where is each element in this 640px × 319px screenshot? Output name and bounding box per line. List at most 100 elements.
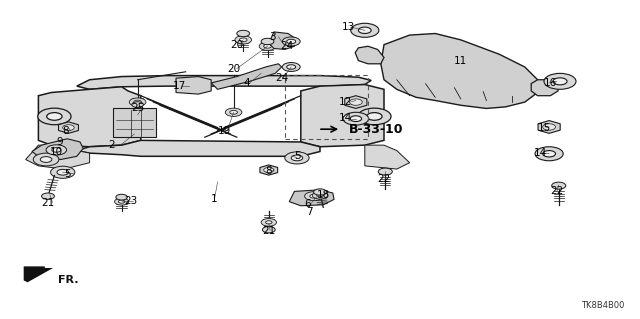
Text: 25: 25	[131, 103, 144, 114]
Circle shape	[230, 110, 237, 114]
Circle shape	[543, 124, 556, 130]
Polygon shape	[176, 77, 211, 94]
Polygon shape	[58, 122, 79, 133]
Polygon shape	[32, 139, 83, 160]
Circle shape	[47, 113, 62, 120]
Polygon shape	[289, 190, 334, 206]
Text: 7: 7	[306, 207, 312, 217]
Circle shape	[237, 30, 250, 37]
Circle shape	[282, 63, 300, 71]
Circle shape	[358, 108, 391, 125]
Text: 14: 14	[339, 113, 352, 123]
Circle shape	[261, 38, 274, 45]
Text: 1: 1	[211, 194, 218, 204]
Circle shape	[132, 102, 143, 108]
Circle shape	[287, 65, 296, 69]
Circle shape	[259, 42, 276, 50]
Polygon shape	[26, 145, 90, 169]
Circle shape	[349, 99, 362, 105]
Text: 24: 24	[280, 41, 293, 51]
Text: 14: 14	[534, 148, 547, 158]
Circle shape	[38, 108, 71, 125]
Polygon shape	[269, 32, 298, 49]
Text: FR.: FR.	[58, 275, 78, 285]
Circle shape	[129, 98, 146, 106]
Text: 5: 5	[64, 169, 70, 179]
Circle shape	[287, 39, 296, 44]
Circle shape	[367, 113, 382, 120]
Text: 24: 24	[275, 73, 288, 83]
Circle shape	[235, 36, 252, 44]
Text: 15: 15	[538, 122, 550, 133]
Polygon shape	[355, 46, 384, 64]
Polygon shape	[538, 121, 560, 133]
Circle shape	[553, 78, 567, 85]
Text: 8: 8	[266, 166, 272, 176]
Circle shape	[115, 198, 129, 205]
Circle shape	[544, 73, 576, 89]
Text: 22: 22	[378, 174, 390, 184]
Circle shape	[350, 116, 362, 122]
Polygon shape	[260, 165, 278, 175]
Circle shape	[310, 194, 317, 198]
Circle shape	[264, 44, 271, 48]
Circle shape	[134, 100, 141, 104]
Circle shape	[264, 167, 274, 173]
Polygon shape	[77, 76, 371, 89]
Text: 23: 23	[125, 196, 138, 206]
Polygon shape	[365, 145, 410, 169]
Circle shape	[57, 169, 68, 175]
Circle shape	[46, 145, 67, 155]
Text: 4: 4	[243, 78, 250, 88]
Circle shape	[225, 108, 242, 116]
Polygon shape	[211, 64, 282, 89]
Circle shape	[378, 168, 392, 175]
Text: 19: 19	[218, 126, 230, 136]
Polygon shape	[24, 266, 53, 282]
Text: 18: 18	[317, 189, 330, 200]
Polygon shape	[38, 87, 141, 147]
Text: 13: 13	[342, 22, 355, 32]
Polygon shape	[381, 33, 538, 108]
Circle shape	[262, 226, 275, 233]
Text: 12: 12	[339, 97, 352, 107]
Text: 5: 5	[294, 151, 301, 161]
Circle shape	[552, 182, 566, 189]
Text: 9: 9	[56, 137, 63, 147]
Circle shape	[291, 155, 303, 161]
Circle shape	[351, 23, 379, 37]
Text: 22: 22	[550, 186, 563, 197]
Polygon shape	[77, 140, 320, 156]
Circle shape	[312, 191, 328, 199]
Circle shape	[358, 27, 371, 33]
Text: 20: 20	[230, 40, 243, 50]
Text: 21: 21	[262, 226, 275, 236]
Circle shape	[266, 221, 272, 224]
Polygon shape	[345, 96, 367, 108]
Polygon shape	[531, 80, 558, 96]
Circle shape	[543, 151, 556, 157]
Circle shape	[343, 112, 369, 125]
Circle shape	[285, 152, 309, 164]
Circle shape	[535, 147, 563, 161]
FancyBboxPatch shape	[113, 108, 156, 137]
Text: 16: 16	[544, 78, 557, 88]
Circle shape	[239, 38, 247, 42]
Circle shape	[63, 125, 74, 130]
Text: B-33-10: B-33-10	[349, 123, 403, 136]
Circle shape	[118, 200, 125, 203]
Text: 10: 10	[50, 146, 63, 157]
Circle shape	[33, 153, 59, 166]
Circle shape	[116, 194, 127, 200]
Circle shape	[52, 148, 61, 152]
Circle shape	[261, 219, 276, 226]
Circle shape	[51, 166, 75, 178]
Text: 2: 2	[109, 140, 115, 150]
Text: 17: 17	[173, 81, 186, 91]
Text: 21: 21	[42, 197, 54, 208]
Circle shape	[42, 193, 54, 199]
Text: 8: 8	[63, 126, 69, 136]
Polygon shape	[301, 85, 384, 147]
Circle shape	[317, 194, 323, 197]
Circle shape	[314, 189, 326, 195]
